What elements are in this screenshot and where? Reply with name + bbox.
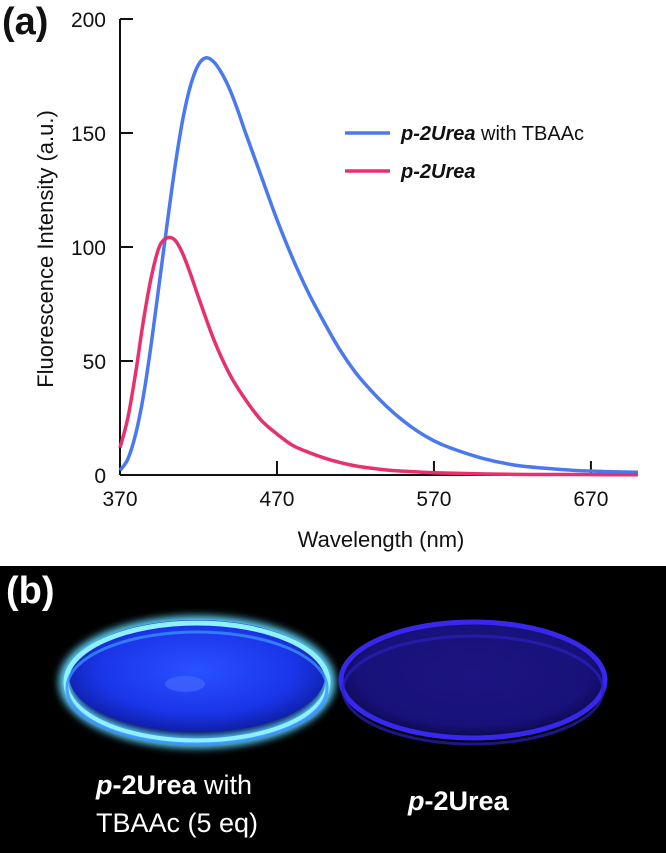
y-tick-label: 50: [83, 351, 106, 374]
series-line-p2urea: [118, 235, 639, 477]
left-caption-compound: -2Urea: [112, 770, 197, 800]
y-tick-label: 150: [71, 123, 106, 146]
left-caption-line2: TBAAc (5 eq): [96, 808, 259, 838]
axes: 0 50 100 150 200 370 470 570 670: [71, 9, 638, 511]
series-line-with-tbaac: [118, 55, 639, 475]
left-dish: [59, 616, 335, 748]
legend-suffix-with-tbaac: with TBAAc: [475, 123, 584, 145]
y-tick-label: 0: [94, 465, 106, 488]
left-caption: p-2Urea with TBAAc (5 eq): [96, 766, 326, 842]
x-tick-label: 370: [102, 488, 137, 511]
legend-label-p2urea: p-2Urea: [400, 161, 475, 183]
legend-label-with-tbaac: p-2Urea with TBAAc: [400, 123, 584, 145]
right-caption: p-2Urea: [408, 782, 509, 820]
y-tick-label: 100: [71, 237, 106, 260]
fluorescence-chart: (a) 0 50 100 150 200 370 470 570 670 p-2Urea wit…: [2, 1, 639, 552]
x-tick-label: 570: [416, 488, 451, 511]
right-dish: [338, 619, 608, 746]
right-caption-compound: -2Urea: [424, 786, 509, 816]
series-group: [118, 55, 639, 477]
legend-compound-p2urea: p-2Urea: [400, 161, 475, 183]
x-axis-title: Wavelength (nm): [298, 527, 465, 552]
panel-a-label: (a): [2, 1, 48, 43]
x-tick-label: 470: [259, 488, 294, 511]
vial-photo: [59, 616, 608, 748]
right-caption-prefix: p: [408, 786, 425, 816]
left-caption-prefix: p: [96, 770, 113, 800]
panel-b-label: (b): [6, 570, 55, 612]
left-caption-suffix: with: [196, 770, 253, 800]
photo-panel: (b) p-2Urea with TBAAc (5 eq) p-2Urea: [0, 566, 666, 853]
legend-compound-with-tbaac: p-2Urea: [400, 123, 475, 145]
y-tick-label: 200: [71, 9, 106, 32]
legend: p-2Urea with TBAAc p-2Urea: [345, 123, 584, 183]
x-tick-label: 670: [573, 488, 608, 511]
left-caption-line1: p-2Urea with: [96, 766, 326, 804]
y-axis-title: Fluorescence Intensity (a.u.): [33, 110, 58, 388]
